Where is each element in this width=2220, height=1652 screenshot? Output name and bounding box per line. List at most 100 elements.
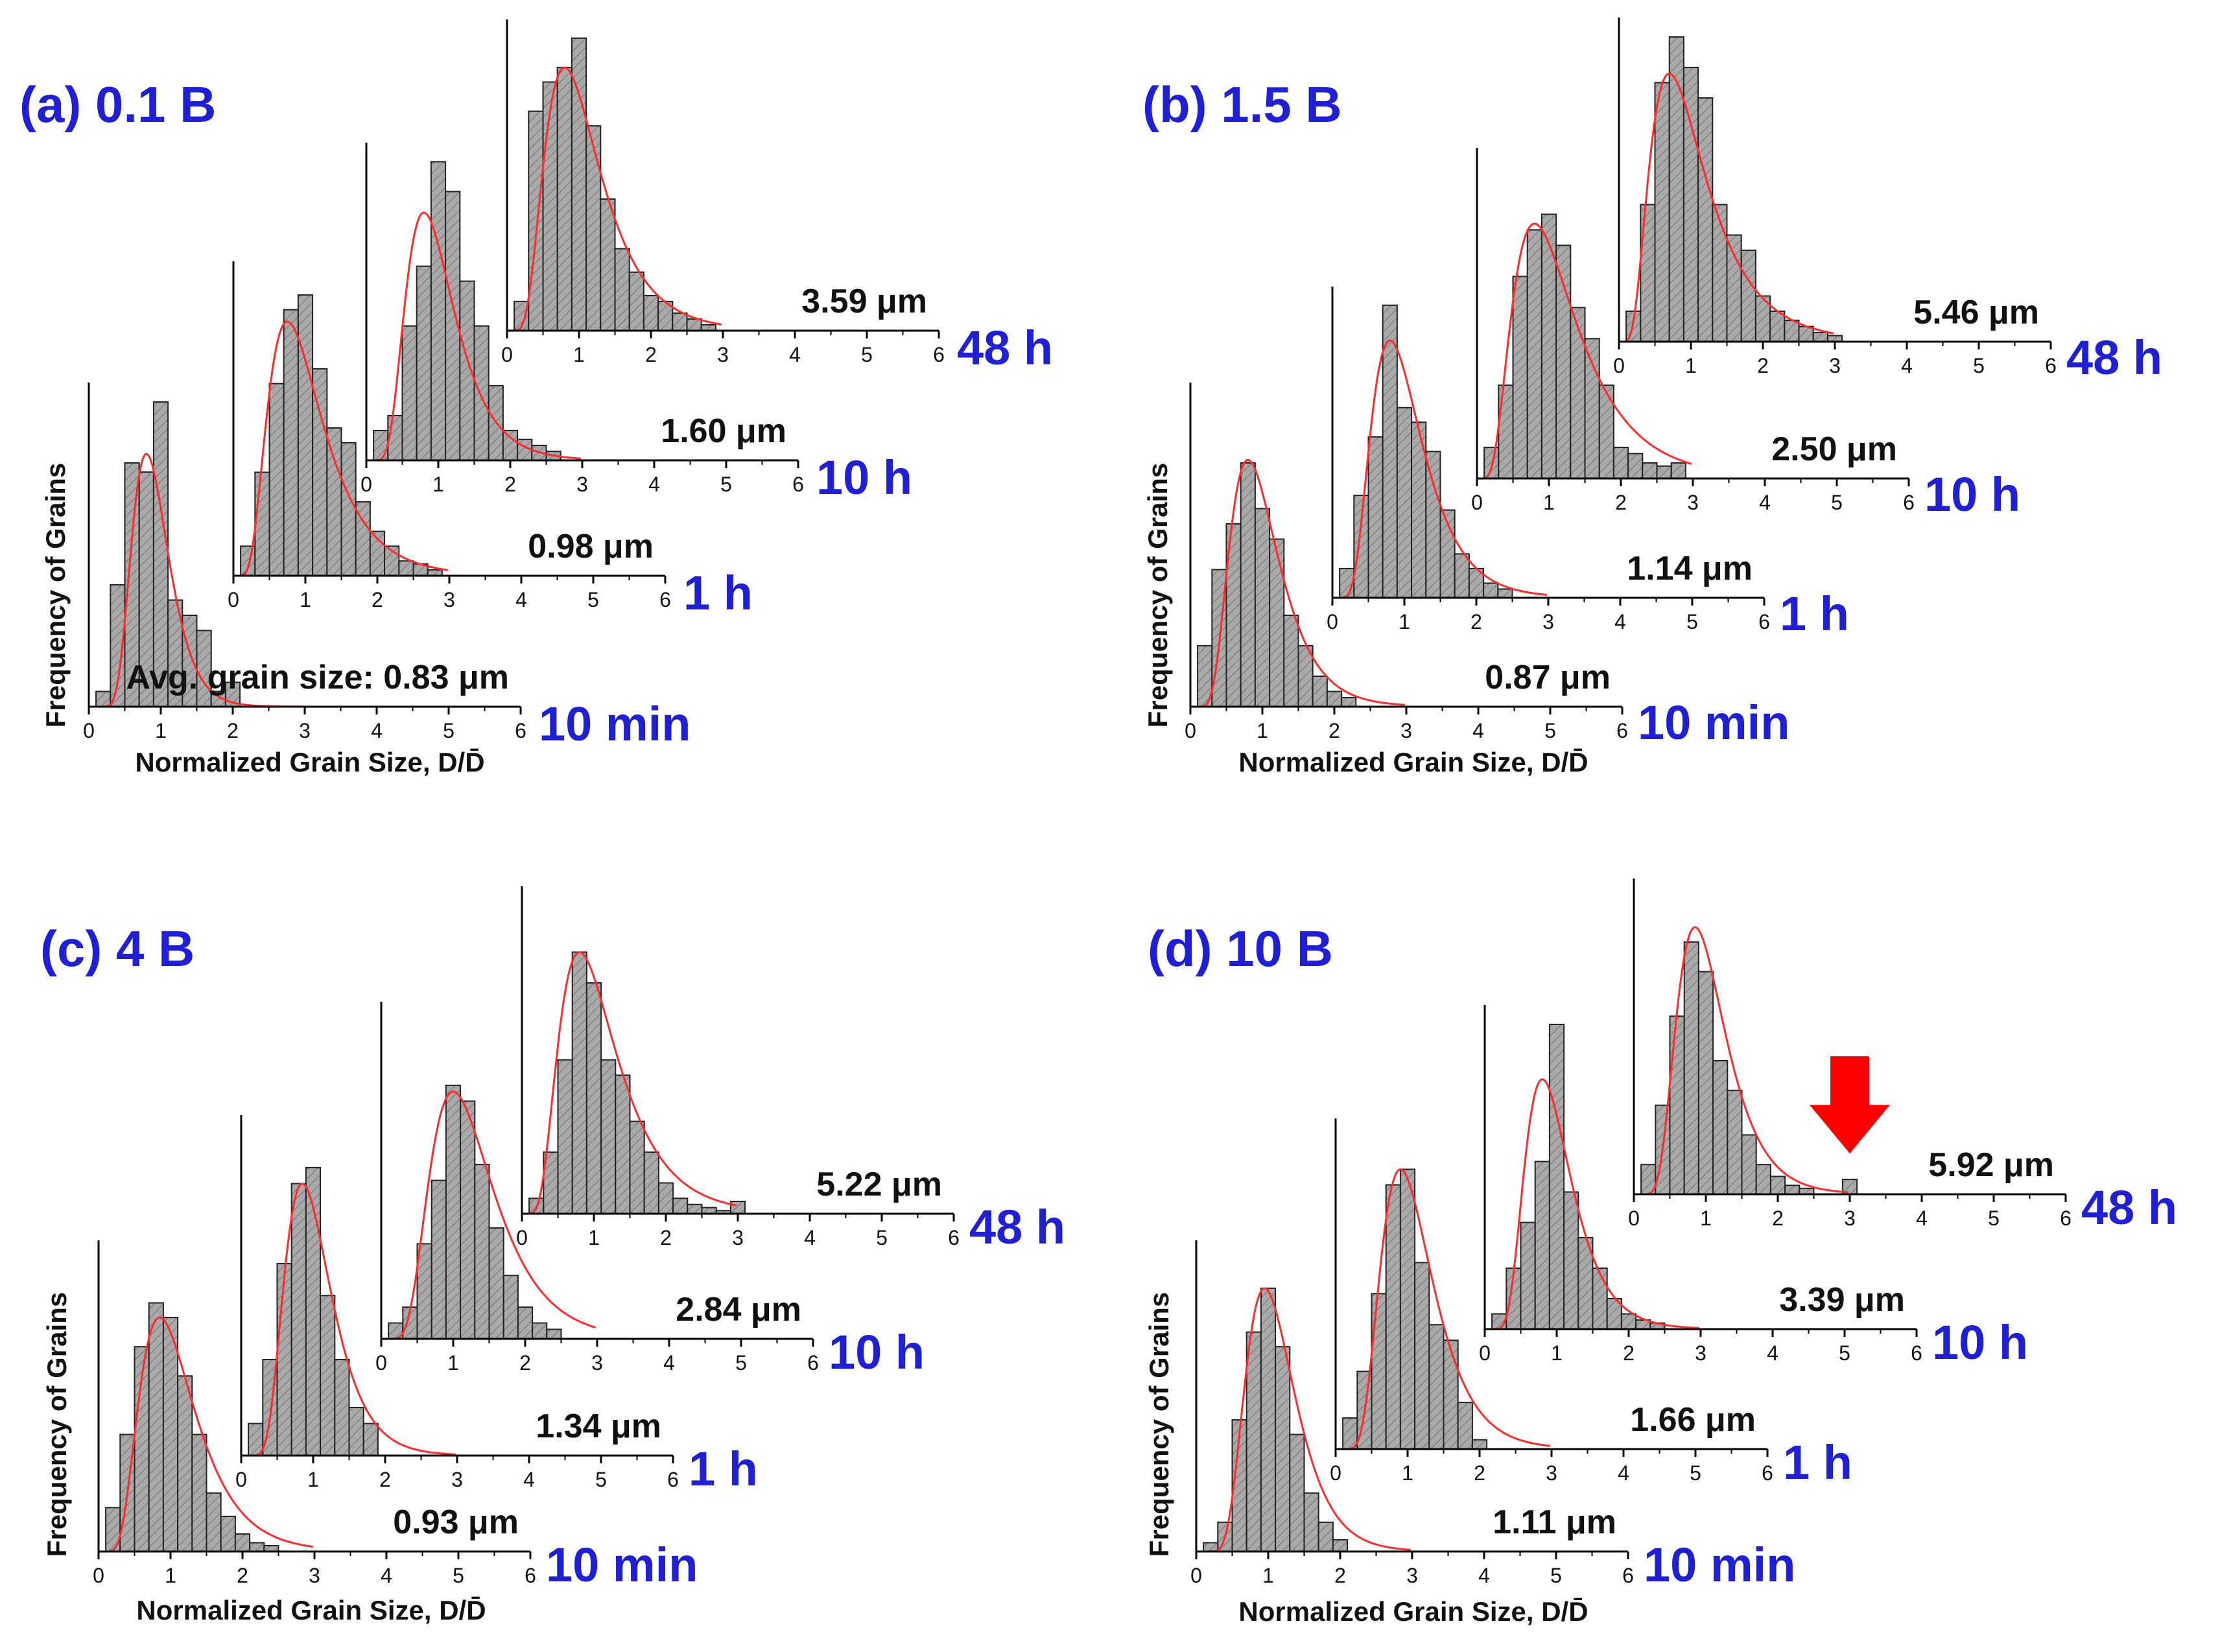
- histogram-1-h: 0 1 2 3 4 5 61.66 μm 1 h: [1330, 1118, 1852, 1489]
- histogram-bar-hatch: [489, 1227, 504, 1339]
- histogram-bar-hatch: [153, 402, 169, 707]
- x-tick-label: 2: [1474, 1461, 1485, 1485]
- histogram-bar-hatch: [1255, 508, 1270, 707]
- histogram-bar-hatch: [148, 1303, 163, 1552]
- x-tick-label: 1: [447, 1351, 459, 1375]
- fit-curve: [1199, 458, 1405, 708]
- x-tick-label: 3: [732, 1226, 744, 1249]
- x-tick-label: 0: [360, 473, 372, 496]
- fit-curve: [375, 211, 581, 462]
- histogram-10-h: 0 1 2 3 4 5 6 1.60 μm 10 h: [360, 143, 912, 504]
- histogram-bar-hatch: [1713, 1060, 1728, 1194]
- histogram-bar-hatch: [672, 313, 687, 331]
- histogram-bar-hatch: [255, 472, 270, 576]
- histogram-bar-hatch: [1827, 335, 1843, 342]
- histogram-bar-hatch: [1742, 1135, 1756, 1194]
- histogram-bar-hatch: [417, 1244, 432, 1339]
- histogram-bar-hatch: [1290, 1434, 1305, 1552]
- histogram-bar-hatch: [1564, 1192, 1579, 1329]
- histogram-bar-hatch: [460, 1101, 475, 1339]
- fit-curve: [530, 950, 737, 1215]
- histogram-bar-hatch: [1304, 1493, 1319, 1552]
- avg-grain-size-label: 1.66 μm: [1630, 1401, 1756, 1439]
- panel-b-ylabel: Frequency of Grains: [1142, 463, 1173, 727]
- histogram-bar-hatch: [106, 1507, 121, 1552]
- panel-d: (d) 10 B Frequency of Grains Normalized …: [1144, 920, 1588, 1627]
- y-axis-label: Frequency of Grains: [40, 463, 71, 727]
- x-tick-label: 1: [1551, 1341, 1563, 1365]
- histogram-bar-hatch: [241, 546, 255, 576]
- histogram-bar-hatch: [1368, 436, 1383, 598]
- x-tick-label: 3: [1695, 1341, 1706, 1365]
- histogram-bar-hatch: [355, 502, 370, 576]
- panel-a: (a) 0.1 B Frequency of Grains Normalized…: [19, 76, 485, 777]
- histogram-bar-hatch: [1226, 524, 1241, 707]
- x-tick-label: 5: [1686, 610, 1698, 633]
- histogram-bar-hatch: [1578, 1238, 1593, 1329]
- fit-curve: [515, 66, 722, 332]
- panel-b: (b) 1.5 B Frequency of Grains Normalized…: [1142, 76, 1588, 777]
- histogram-1-h: 0 1 2 3 4 5 61.14 μm 1 h: [1327, 287, 1849, 641]
- histogram-bar-hatch: [1458, 1402, 1472, 1449]
- x-tick-label: 0: [1190, 1564, 1202, 1587]
- annealing-time-label: 10 h: [816, 451, 912, 504]
- annealing-time-label: 1 h: [683, 566, 753, 620]
- histogram-bar-hatch: [269, 383, 284, 576]
- histogram-bar-hatch: [1400, 1169, 1415, 1449]
- x-tick-label: 0: [93, 1564, 104, 1587]
- panel-a-ylabel: Frequency of Grains: [40, 463, 71, 727]
- histogram-bar-hatch: [1669, 37, 1684, 342]
- histogram-48-h: 0 1 2 3 4 5 6 5.22 μm 48 h: [516, 886, 1065, 1254]
- histogram-bar-hatch: [124, 463, 139, 707]
- histogram-bar-hatch: [1670, 1016, 1684, 1194]
- histogram-bar-hatch: [474, 325, 489, 460]
- histogram-bar-hatch: [629, 272, 644, 331]
- x-tick-label: 1: [307, 1468, 319, 1491]
- fit-curve: [1485, 222, 1692, 479]
- histogram-bar-hatch: [1756, 1164, 1771, 1194]
- x-tick-label: 5: [1831, 491, 1843, 514]
- x-tick-label: 3: [1546, 1461, 1557, 1485]
- x-tick-label: 0: [375, 1351, 387, 1375]
- histogram-bar-hatch: [402, 325, 417, 460]
- histogram-bar-hatch: [1770, 311, 1785, 342]
- x-tick-label: 4: [371, 719, 383, 742]
- x-tick-label: 1: [1700, 1207, 1712, 1230]
- x-tick-label: 0: [235, 1468, 247, 1491]
- histogram-10-h: 0 1 2 3 4 5 6 2.50 μm 10 h: [1471, 148, 2020, 521]
- x-tick-label: 6: [525, 1564, 536, 1587]
- histogram-bar-hatch: [1443, 1340, 1458, 1449]
- x-tick-label: 3: [299, 719, 311, 742]
- histogram-bar-hatch: [168, 600, 183, 707]
- histogram-bar-hatch: [1785, 1185, 1800, 1194]
- histogram-bar-hatch: [702, 1207, 716, 1214]
- histogram-bar-hatch: [403, 1307, 418, 1339]
- histogram-bar-hatch: [1203, 1542, 1218, 1552]
- avg-grain-size-label: 2.84 μm: [676, 1291, 801, 1328]
- x-tick-label: 2: [1757, 354, 1769, 377]
- annealing-time-label: 10 h: [1932, 1316, 2028, 1369]
- panel-c-plots: 0 1 2 3 4 5 6 0.93 μm 10 min 0 1 2 3 4 5 6 1.34 μm 1 h 0 1 2…: [93, 886, 1065, 1592]
- histogram-bar-hatch: [1698, 98, 1713, 342]
- x-tick-label: 0: [1613, 354, 1625, 377]
- histogram-bar-hatch: [600, 198, 615, 331]
- histogram-bar-hatch: [1343, 1418, 1358, 1449]
- x-tick-label: 0: [1330, 1461, 1341, 1485]
- histogram-1-h: 0 1 2 3 4 5 6 1.34 μm 1 h: [235, 1115, 758, 1496]
- histogram-bar-hatch: [1640, 204, 1655, 342]
- histogram-bar-hatch: [305, 1167, 321, 1456]
- x-tick-label: 5: [1973, 354, 1985, 377]
- x-tick-label: 4: [804, 1226, 816, 1249]
- histogram-bar-hatch: [1429, 1325, 1444, 1449]
- histogram-bar-hatch: [571, 38, 587, 331]
- histogram-1-h: 0 1 2 3 4 5 60.98 μm 1 h: [228, 261, 753, 620]
- histogram-bar-hatch: [1260, 1288, 1276, 1552]
- histogram-bar-hatch: [1636, 1319, 1651, 1329]
- avg-grain-size-label: 3.59 μm: [801, 283, 927, 320]
- histogram-bar-hatch: [1556, 245, 1571, 478]
- histogram-bar-hatch: [1472, 1439, 1487, 1449]
- histogram-bar-hatch: [416, 266, 431, 460]
- x-tick-label: 5: [735, 1351, 747, 1375]
- x-tick-label: 4: [1472, 719, 1484, 742]
